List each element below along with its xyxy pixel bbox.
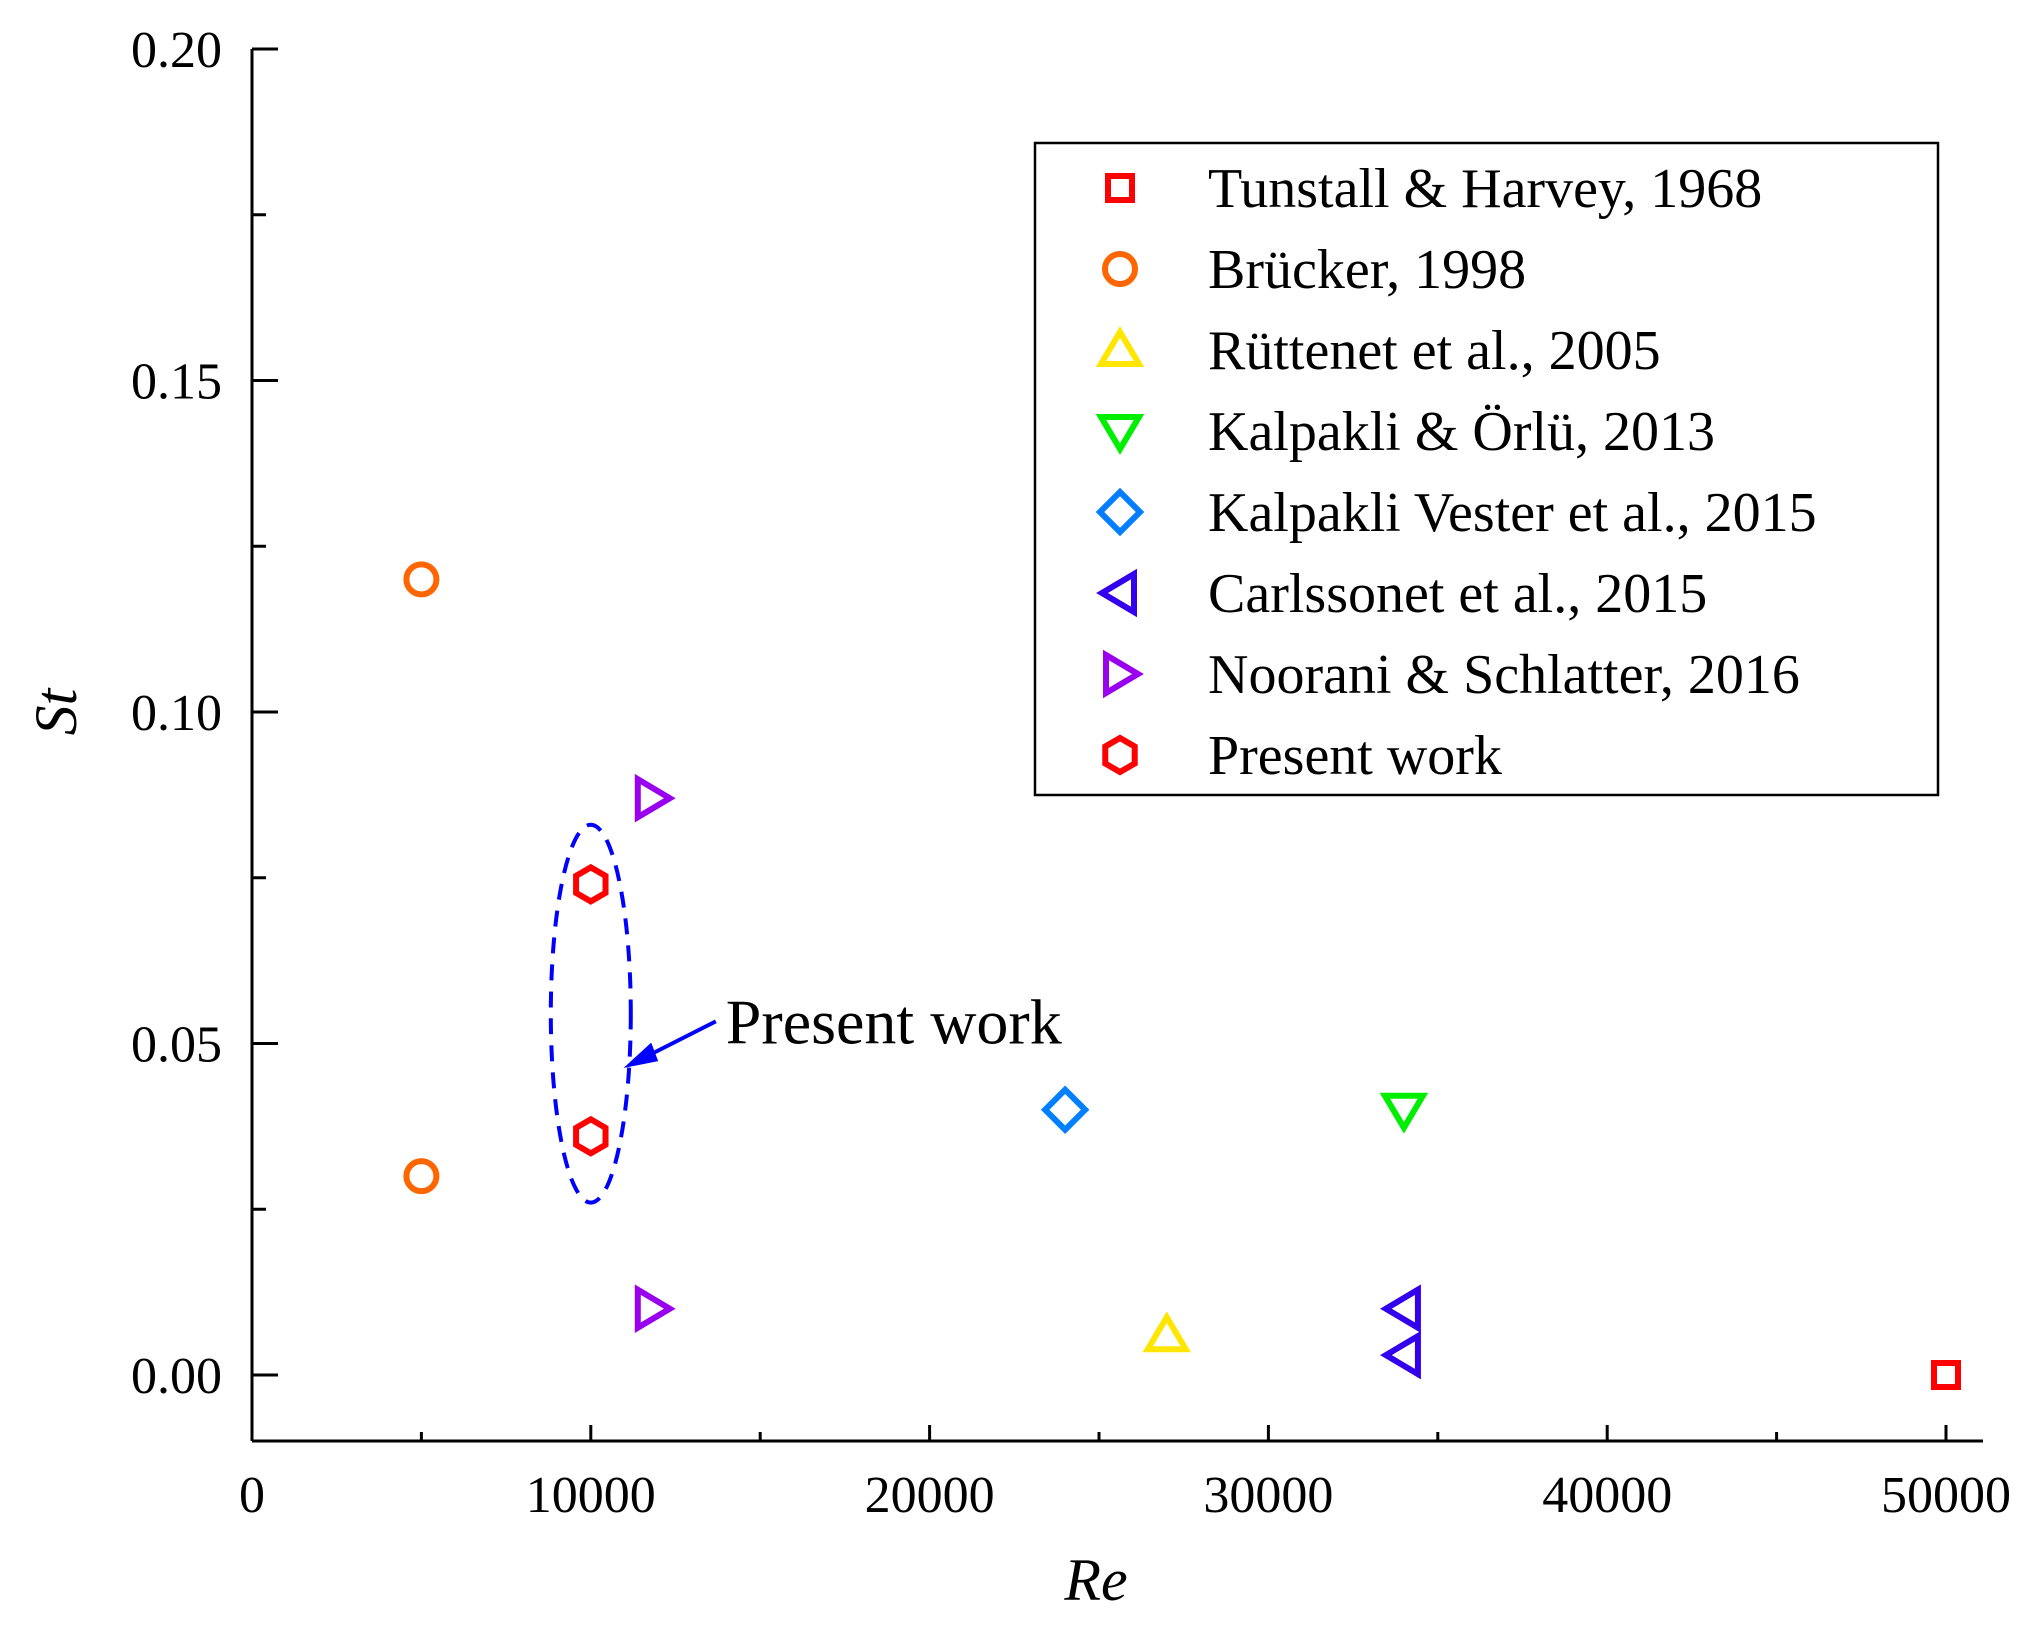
data-point xyxy=(1379,1092,1429,1134)
x-tick-label: 50000 xyxy=(1881,1467,2011,1524)
y-axis-title: St xyxy=(23,687,89,735)
legend-label: Tunstall & Harvey, 1968 xyxy=(1208,158,1762,220)
legend-marker xyxy=(1096,568,1137,618)
legend-label: Rüttenet et al., 2005 xyxy=(1208,320,1661,382)
axis-ticks: 0 10000 20000 30000 40000 50000 0.00 0.05 0.10 0.… xyxy=(131,22,2011,1524)
legend-entry: Rüttenet et al., 2005 xyxy=(1095,320,1661,382)
legend-entry: Tunstall & Harvey, 1968 xyxy=(1105,158,1762,220)
legend-marker xyxy=(1102,734,1138,776)
annotation-label: Present work xyxy=(726,986,1062,1057)
legend-marker xyxy=(1095,326,1145,367)
x-tick-label: 30000 xyxy=(1203,1467,1333,1524)
legend-marker xyxy=(1102,251,1138,287)
x-tick-label: 10000 xyxy=(526,1467,656,1524)
legend: Tunstall & Harvey, 1968 Brücker, 1998 Rütt… xyxy=(1033,141,1940,797)
data-point xyxy=(403,561,440,598)
legend-label: Present work xyxy=(1208,725,1502,787)
data-point xyxy=(1380,1284,1421,1333)
legend-entry: Brücker, 1998 xyxy=(1102,239,1526,301)
data-points xyxy=(403,561,1961,1390)
legend-marker xyxy=(1095,414,1145,455)
legend-entry: Carlssonet et al., 2015 xyxy=(1096,563,1707,625)
data-point xyxy=(403,1158,440,1195)
annotation-ellipse xyxy=(548,822,633,1205)
x-tick-label: 20000 xyxy=(865,1467,995,1524)
x-tick-label: 0 xyxy=(239,1467,265,1524)
legend-label: Carlssonet et al., 2015 xyxy=(1208,563,1707,625)
y-tick-label: 0.00 xyxy=(131,1348,222,1405)
x-tick-label: 40000 xyxy=(1542,1467,1672,1524)
y-tick-label: 0.10 xyxy=(131,685,222,742)
data-point xyxy=(1040,1085,1090,1135)
data-point xyxy=(634,773,676,823)
legend-marker xyxy=(1105,173,1135,203)
data-point xyxy=(634,1284,676,1333)
y-tick-label: 0.05 xyxy=(131,1017,222,1074)
legend-label: Noorani & Schlatter, 2016 xyxy=(1208,644,1800,706)
x-axis-title: Re xyxy=(1063,1547,1127,1613)
data-point xyxy=(1380,1330,1421,1380)
data-point xyxy=(1931,1360,1961,1390)
legend-label: Brücker, 1998 xyxy=(1208,239,1526,301)
legend-marker xyxy=(1103,649,1144,699)
y-tick-label: 0.15 xyxy=(131,354,222,411)
legend-label: Kalpakli & Örlü, 2013 xyxy=(1208,401,1715,463)
y-tick-label: 0.20 xyxy=(131,22,222,79)
data-point xyxy=(1142,1311,1192,1353)
legend-entry: Noorani & Schlatter, 2016 xyxy=(1103,644,1800,706)
legend-box xyxy=(1033,141,1940,797)
legend-entry: Kalpakli Vester et al., 2015 xyxy=(1095,482,1817,544)
legend-entry: Present work xyxy=(1102,725,1502,787)
annotation-arrow-head xyxy=(623,1042,659,1069)
data-point xyxy=(573,1115,609,1157)
annotation: Present work xyxy=(548,822,1062,1205)
data-point xyxy=(573,863,609,905)
legend-marker xyxy=(1095,487,1145,537)
legend-entries: Tunstall & Harvey, 1968 Brücker, 1998 Rütt… xyxy=(1095,158,1817,787)
legend-entry: Kalpakli & Örlü, 2013 xyxy=(1095,401,1715,463)
legend-label: Kalpakli Vester et al., 2015 xyxy=(1208,482,1817,544)
